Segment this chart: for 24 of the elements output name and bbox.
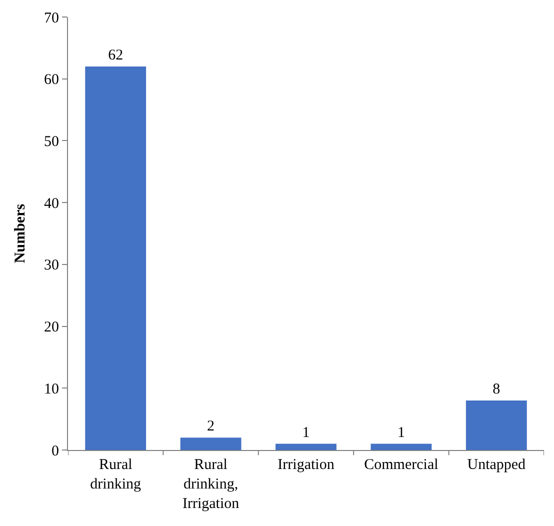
y-tick-label: 10 bbox=[44, 381, 59, 398]
y-tick-label: 70 bbox=[44, 10, 59, 26]
bar bbox=[85, 66, 146, 450]
data-label: 2 bbox=[207, 418, 215, 435]
x-tick-label: Irrigation bbox=[278, 457, 335, 473]
y-axis-title: Numbers bbox=[12, 204, 28, 264]
y-tick-label: 40 bbox=[44, 196, 59, 212]
bar bbox=[466, 400, 527, 450]
y-tick-label: 30 bbox=[44, 258, 59, 274]
y-tick-label: 50 bbox=[44, 134, 59, 150]
data-label: 1 bbox=[302, 424, 310, 441]
y-tick-label: 20 bbox=[44, 320, 59, 336]
bar bbox=[370, 444, 432, 450]
bar bbox=[180, 438, 242, 450]
data-label: 62 bbox=[108, 47, 124, 64]
data-label: 1 bbox=[397, 424, 405, 441]
bar bbox=[276, 444, 336, 450]
y-tick-label: 0 bbox=[52, 443, 59, 460]
x-tick-label: Untapped bbox=[467, 457, 526, 473]
x-tick-label: Rural drinking, Irrigation bbox=[182, 457, 240, 512]
x-tick-label: Commercial bbox=[364, 457, 438, 473]
x-tick-label: Rural drinking bbox=[90, 457, 142, 492]
data-label: 8 bbox=[492, 382, 500, 398]
y-tick-label: 60 bbox=[44, 72, 59, 88]
